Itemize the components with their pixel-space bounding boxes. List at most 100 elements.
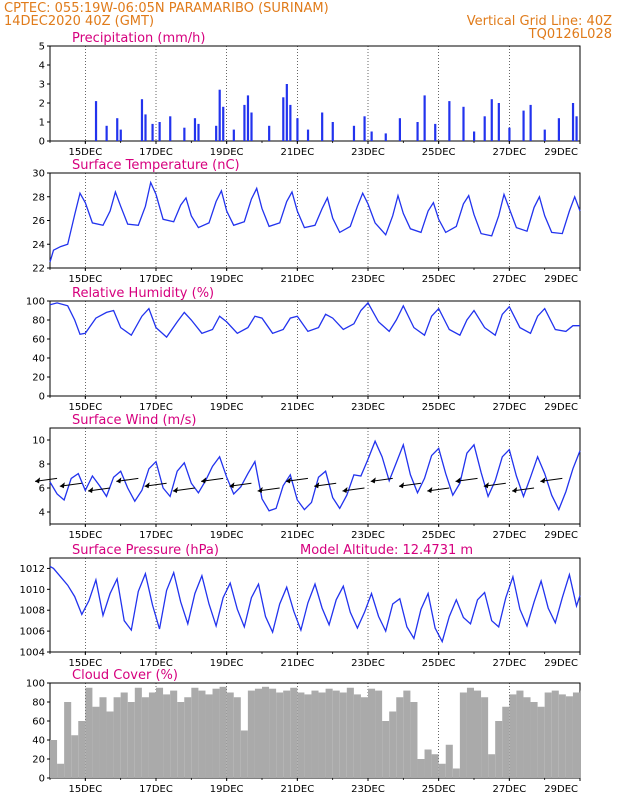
header-model-code: TQ0126L028 (528, 27, 612, 42)
precip-bar-6 (151, 123, 154, 141)
header-grid-info: Vertical Grid Line: 40Z (467, 14, 612, 29)
cloud-bar-33 (283, 690, 291, 778)
panel-3-title: Surface Wind (m/s) (72, 413, 196, 428)
panel-3-xlabel-1: 17DEC (139, 530, 173, 541)
wind-arrowhead-8 (257, 487, 263, 493)
panel-5-ytick-5: 100 (26, 679, 45, 690)
panel-2-xlabel-6: 27DEC (492, 402, 526, 413)
cloud-bar-74 (572, 692, 580, 778)
cloud-bar-27 (240, 730, 248, 778)
cloud-bar-5 (85, 687, 93, 778)
cloud-bar-60 (474, 690, 482, 778)
precip-bar-34 (434, 123, 437, 141)
panel-5-xlabel-7: 29DEC (544, 784, 578, 795)
panel-2-frame (49, 300, 581, 397)
panel-3-xlabel-0: 15DEC (68, 530, 102, 541)
wind-arrowhead-11 (342, 487, 348, 493)
cloud-bar-19 (184, 697, 192, 778)
cloud-bar-53 (424, 749, 432, 778)
panel-4-xlabel-6: 27DEC (492, 658, 526, 669)
cloud-bar-51 (410, 702, 418, 778)
wind-arrowhead-10 (314, 482, 320, 489)
panel-5-xlabel-1: 17DEC (139, 784, 173, 795)
panel-4-ytick-3: 1010 (20, 585, 45, 596)
precip-bar-19 (268, 125, 271, 141)
cloud-bar-48 (389, 711, 397, 778)
panel-0-xlabel-4: 23DEC (351, 147, 385, 158)
panel-0-xlabel-2: 19DEC (210, 147, 244, 158)
precip-bar-4 (140, 99, 144, 141)
precip-bar-29 (370, 131, 373, 141)
wind-arrowhead-5 (172, 487, 178, 493)
panel-2-series-line (49, 301, 580, 339)
cloud-bar-56 (445, 744, 453, 778)
precip-bar-14 (222, 106, 225, 141)
cloud-bar-2 (64, 702, 72, 778)
panel-1-ytick-2: 26 (32, 216, 45, 227)
panel-1-xlabel-4: 23DEC (351, 274, 385, 285)
panel-3-xlabel-6: 27DEC (492, 530, 526, 541)
cloud-bar-73 (565, 696, 573, 778)
precip-bar-23 (296, 118, 299, 141)
precip-bar-16 (243, 104, 246, 141)
wind-arrowhead-4 (144, 482, 150, 489)
panel-4-series-line (49, 565, 581, 644)
panel-2-ytick-2: 40 (32, 354, 45, 365)
panel-3-series-line (49, 439, 581, 512)
precip-bar-46 (571, 103, 575, 141)
wind-arrowhead-1 (59, 482, 65, 489)
panel-4-xlabel-5: 25DEC (422, 658, 456, 669)
cloud-bar-17 (170, 690, 178, 778)
panel-0-xlabel-3: 21DEC (280, 147, 314, 158)
cloud-bar-23 (212, 688, 220, 778)
panel-0-ytick-3: 3 (39, 80, 45, 91)
cloud-bar-52 (417, 759, 425, 778)
panel-0-ytick-5: 5 (39, 42, 45, 53)
precip-bar-37 (473, 131, 476, 141)
cloud-bar-13 (141, 697, 149, 778)
cloud-bar-40 (332, 690, 340, 778)
cloud-bar-34 (290, 687, 298, 778)
precip-bar-42 (522, 110, 525, 141)
cloud-bar-59 (466, 687, 474, 778)
panel-3-xlabel-2: 19DEC (210, 530, 244, 541)
panel-2-xlabel-0: 15DEC (68, 402, 102, 413)
precip-bar-47 (575, 116, 578, 141)
panel-3-ytick-2: 8 (39, 460, 45, 471)
wind-arrowhead-16 (483, 482, 489, 489)
cloud-bar-28 (247, 690, 255, 778)
panel-4-xlabel-2: 19DEC (210, 658, 244, 669)
wind-arrowhead-9 (285, 477, 291, 484)
cloud-bar-69 (537, 706, 545, 778)
precip-bar-32 (416, 122, 419, 141)
panel-1-xlabel-7: 29DEC (544, 274, 578, 285)
panel-0-xlabel-6: 27DEC (492, 147, 526, 158)
wind-arrowhead-3 (116, 477, 122, 484)
cloud-bar-43 (353, 694, 361, 778)
panel-4-ytick-4: 1012 (20, 564, 45, 575)
panel-2-ytick-5: 100 (26, 297, 45, 308)
panel-3-frame (49, 427, 581, 525)
cloud-bar-62 (488, 754, 496, 778)
panel-0-ytick-1: 1 (39, 118, 45, 129)
cloud-bar-29 (254, 688, 262, 778)
cloud-bar-75 (580, 690, 581, 778)
cloud-bar-47 (382, 721, 390, 778)
precip-bar-15 (232, 129, 235, 141)
precip-bar-10 (193, 118, 197, 141)
panel-4-ytick-0: 1004 (20, 648, 45, 659)
panel-5-ytick-4: 80 (32, 698, 45, 709)
cloud-bar-39 (325, 688, 333, 778)
wind-arrowhead-2 (88, 487, 94, 493)
panel-2-ytick-3: 60 (32, 335, 45, 346)
panel-4-xlabel-0: 15DEC (68, 658, 102, 669)
precip-bar-17 (246, 95, 250, 141)
wind-arrowhead-15 (455, 477, 461, 484)
cloud-bar-70 (544, 692, 552, 778)
precip-bar-24 (306, 129, 310, 141)
panel-1-xlabel-6: 27DEC (492, 274, 526, 285)
panel-3-ytick-1: 6 (39, 484, 45, 495)
cloud-bar-26 (233, 697, 241, 778)
